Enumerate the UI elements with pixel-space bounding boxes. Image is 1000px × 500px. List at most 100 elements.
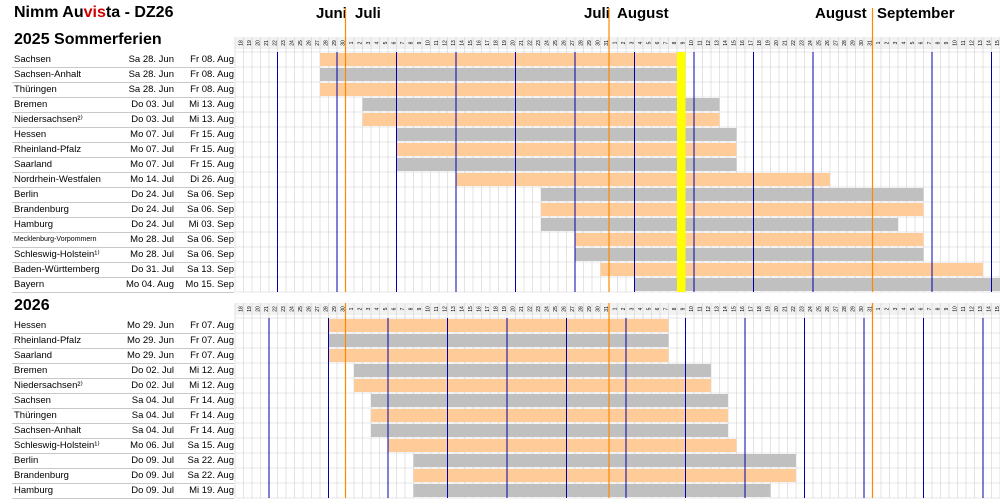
axis-day-2026: 2 [358, 307, 364, 310]
axis-day-2026: 11 [698, 306, 704, 311]
holiday-start: Do 03. Jul [131, 114, 174, 125]
axis-day-2026: 23 [281, 306, 287, 312]
holiday-end: Fr 15. Aug [190, 129, 234, 140]
holiday-bar [600, 263, 983, 276]
axis-day-2026: 7 [664, 307, 670, 310]
axis-day-2025: 24 [290, 40, 296, 46]
axis-day-2025: 18 [494, 40, 500, 46]
axis-day-2025: 5 [647, 41, 653, 44]
axis-day-2026: 1 [349, 307, 355, 310]
axis-day-2025: 6 [655, 41, 661, 44]
holiday-start: Do 02. Jul [131, 380, 174, 391]
axis-day-2025: 1 [613, 41, 619, 44]
state-name: Hessen [14, 320, 47, 331]
state-name: Sachsen-Anhalt [14, 425, 82, 436]
axis-day-2025: 24 [808, 40, 814, 46]
axis-day-2025: 27 [570, 40, 576, 46]
axis-day-2026: 27 [315, 306, 321, 312]
axis-day-2025: 19 [766, 40, 772, 46]
axis-day-2025: 5 [383, 41, 389, 44]
axis-day-2026: 25 [298, 306, 304, 312]
holiday-start: Mo 06. Jul [130, 440, 174, 451]
holiday-start: Do 31. Jul [131, 264, 174, 275]
axis-day-2025: 13 [715, 40, 721, 46]
axis-day-2025: 27 [834, 40, 840, 46]
axis-day-2025: 16 [740, 40, 746, 46]
axis-day-2025: 12 [970, 40, 976, 46]
axis-day-2026: 12 [443, 306, 449, 312]
holiday-start: Sa 04. Jul [131, 395, 174, 406]
holiday-bar [388, 439, 737, 452]
axis-day-2026: 19 [766, 306, 772, 312]
axis-day-2025: 9 [417, 41, 423, 44]
holiday-bar [328, 334, 669, 347]
axis-day-2025: 24 [545, 40, 551, 46]
state-name: Baden-Württemberg [14, 264, 100, 275]
holiday-start: Do 09. Jul [131, 455, 174, 466]
state-row: Hamburg Do 09. Jul Mi 19. Aug [12, 483, 234, 499]
axis-day-2026: 18 [494, 306, 500, 312]
axis-day-2025: 25 [298, 40, 304, 46]
axis-day-2026: 26 [825, 306, 831, 312]
axis-day-2026: 13 [978, 306, 984, 312]
axis-day-2026: 27 [570, 306, 576, 312]
holiday-start: Mo 29. Jun [127, 320, 174, 331]
axis-day-2025: 4 [638, 41, 644, 44]
axis-day-2026: 10 [426, 306, 432, 312]
holiday-bar [328, 319, 669, 332]
holiday-start: Mo 07. Jul [130, 144, 174, 155]
axis-day-2025: 10 [426, 40, 432, 46]
axis-day-2026: 11 [434, 306, 440, 311]
holiday-end: Sa 06. Sep [186, 249, 234, 260]
holiday-start: Sa 28. Jun [128, 84, 174, 95]
holiday-end: Mi 03. Sep [188, 219, 234, 230]
axis-day-2025: 11 [434, 40, 440, 45]
axis-day-2026: 1 [613, 307, 619, 310]
holiday-end: Fr 14. Aug [190, 395, 234, 406]
holiday-bar [328, 349, 669, 362]
axis-day-2025: 26 [825, 40, 831, 46]
axis-day-2025: 31 [868, 40, 874, 46]
axis-day-2025: 1 [349, 41, 355, 44]
axis-day-2026: 18 [757, 306, 763, 312]
axis-day-2025: 29 [332, 40, 338, 46]
holiday-end: Fr 15. Aug [190, 159, 234, 170]
axis-day-2025: 28 [579, 40, 585, 46]
axis-day-2025: 23 [536, 40, 542, 46]
title-highlight: vis [83, 4, 106, 21]
holiday-end: Sa 22. Aug [187, 470, 234, 481]
axis-day-2026: 19 [247, 306, 253, 312]
holiday-end: Sa 22. Aug [187, 455, 234, 466]
axis-day-2026: 26 [307, 306, 313, 312]
state-row: Saarland Mo 07. Jul Fr 15. Aug [12, 157, 234, 173]
state-name: Nordrhein-Westfalen [14, 174, 101, 185]
state-name: Brandenburg [14, 204, 69, 215]
axis-day-2026: 21 [264, 306, 270, 312]
holiday-bar [354, 379, 711, 392]
axis-day-2025: 30 [596, 40, 602, 46]
holiday-end: Fr 14. Aug [190, 410, 234, 421]
holiday-end: Fr 07. Aug [190, 350, 234, 361]
state-row: Berlin Do 24. Jul Sa 06. Sep [12, 187, 234, 203]
app-title: Nimm Auvista - DZ26 [14, 4, 174, 21]
axis-day-2025: 15 [732, 40, 738, 46]
axis-day-2026: 8 [672, 307, 678, 310]
axis-day-2025: 13 [451, 40, 457, 46]
holiday-end: Sa 13. Sep [186, 264, 234, 275]
state-row: Rheinland-Pfalz Mo 29. Jun Fr 07. Aug [12, 333, 234, 349]
holiday-start: Sa 28. Jun [128, 54, 174, 65]
holiday-bar [396, 158, 737, 171]
axis-day-2025: 23 [800, 40, 806, 46]
axis-day-2025: 7 [400, 41, 406, 44]
axis-day-2026: 20 [774, 306, 780, 312]
holiday-start: Mo 04. Aug [125, 279, 174, 290]
axis-day-2026: 12 [970, 306, 976, 312]
holiday-end: Mi 13. Aug [189, 99, 234, 110]
state-row: Thüringen Sa 04. Jul Fr 14. Aug [12, 408, 234, 424]
state-name: Mecklenburg-Vorpommern [14, 236, 97, 243]
axis-day-2025: 19 [502, 40, 508, 46]
state-name: Hessen [14, 129, 47, 140]
state-row: Hamburg Do 24. Jul Mi 03. Sep [12, 217, 234, 233]
holiday-bar [634, 278, 1000, 291]
